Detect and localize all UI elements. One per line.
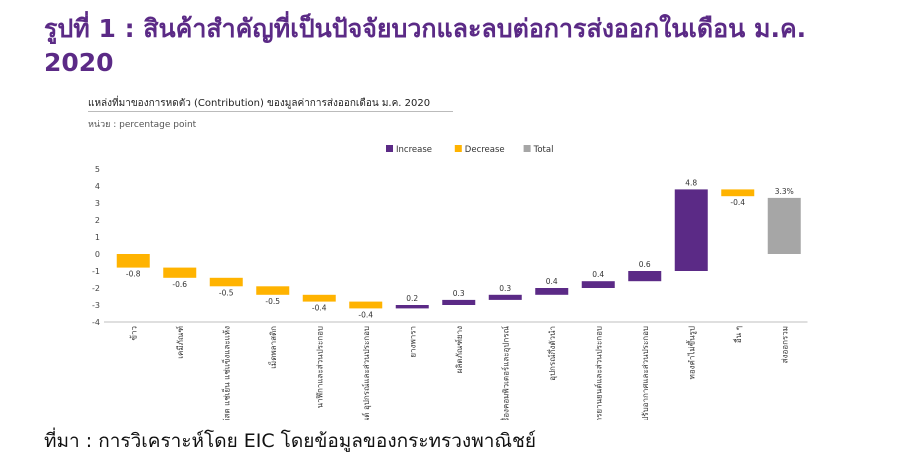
category-label: ทองคำไม่ขึ้นรูป [685,326,697,379]
category-label: ผลไม้สด แช่เย็น แช่แข็งและแห้ง [221,326,231,420]
category-label: เครื่องคอมพิวเตอร์และอุปกรณ์ [499,325,510,420]
y-tick-label: 1 [95,233,100,242]
chart-unit-label: หน่วย : percentage point [88,120,197,130]
y-tick-label: -2 [92,284,100,293]
data-label: -0.5 [219,288,234,297]
bar-decrease [256,286,290,295]
bar-increase [674,189,708,271]
category-label: อื่น ๆ [732,326,743,343]
waterfall-chart: 5 4 3 2 1 0 -1 -2 -3 -4 -0.8 ข้าว -0.6 เคมีภัณฑ์ -0.5 ผ… [92,145,808,420]
y-tick-label: -4 [92,318,100,327]
legend-label: Total [533,145,554,155]
bar-increase [395,305,429,309]
y-tick-label: -1 [92,267,100,276]
bar-increase [488,294,522,300]
data-label: -0.4 [312,304,327,313]
category-label: อุปกรณ์กึ่งตัวนำ [546,326,557,381]
category-label: รถยนต์ อุปกรณ์และส่วนประกอบ [361,326,371,420]
bar-decrease [721,189,755,197]
bar-total [767,197,801,254]
category-label: นาฬิกาและส่วนประกอบ [315,326,324,408]
data-label: 4.8 [685,178,697,187]
data-label: 0.6 [639,260,651,269]
y-tick-label: 0 [95,250,100,259]
data-label: 0.3 [499,284,511,293]
category-label: เครื่องปรับอากาศและส่วนประกอบ [639,326,650,420]
bar-decrease [349,301,383,309]
category-label: ผลิตภัณฑ์ยาง [454,326,464,373]
category-label: รถจักรยานยนต์และส่วนประกอบ [593,326,603,420]
data-label: 0.3 [453,289,465,298]
legend-label: Increase [396,145,432,155]
slide-title: รูปที่ 1 : สินค้าสำคัญที่เป็นปัจจัยบวกแล… [44,14,807,77]
bar-decrease [209,277,243,287]
chart-title: แหล่งที่มาของการหดตัว (Contribution) ของ… [88,98,431,109]
legend-swatch-increase [386,145,393,152]
category-label: ส่งออกรวม [780,326,789,363]
data-label: 0.4 [592,270,604,279]
bar-increase [581,281,615,288]
data-label: 0.2 [406,294,418,303]
bar-increase [628,271,662,282]
data-label: -0.4 [358,310,373,319]
y-tick-label: 4 [95,182,100,191]
y-tick-label: 2 [95,216,100,225]
bar-decrease [163,267,197,278]
y-tick-label: 5 [95,165,100,174]
bar-increase [535,288,569,295]
data-label: -0.6 [172,280,187,289]
data-label: -0.8 [126,270,141,279]
y-tick-label: 3 [95,199,100,208]
data-label: -0.4 [730,198,745,207]
category-label: เคมีภัณฑ์ [175,326,185,359]
bar-increase [442,299,476,305]
source-note: ที่มา : การวิเคราะห์โดย EIC โดยข้อมูลของ… [44,430,537,452]
legend-swatch-decrease [454,145,462,152]
category-label: ยางพารา [408,326,417,358]
category-label: ข้าว [129,326,138,340]
legend-swatch-total [523,145,531,152]
category-label: เม็ดพลาสติก [268,326,278,369]
chart-title-rule [88,111,453,112]
bar-decrease [302,294,336,302]
data-label: -0.5 [265,297,280,306]
data-label: 3.3% [775,187,794,196]
y-tick-label: -3 [92,301,100,310]
legend-label: Decrease [465,145,505,155]
bar-decrease [116,254,150,268]
data-label: 0.4 [546,277,558,286]
